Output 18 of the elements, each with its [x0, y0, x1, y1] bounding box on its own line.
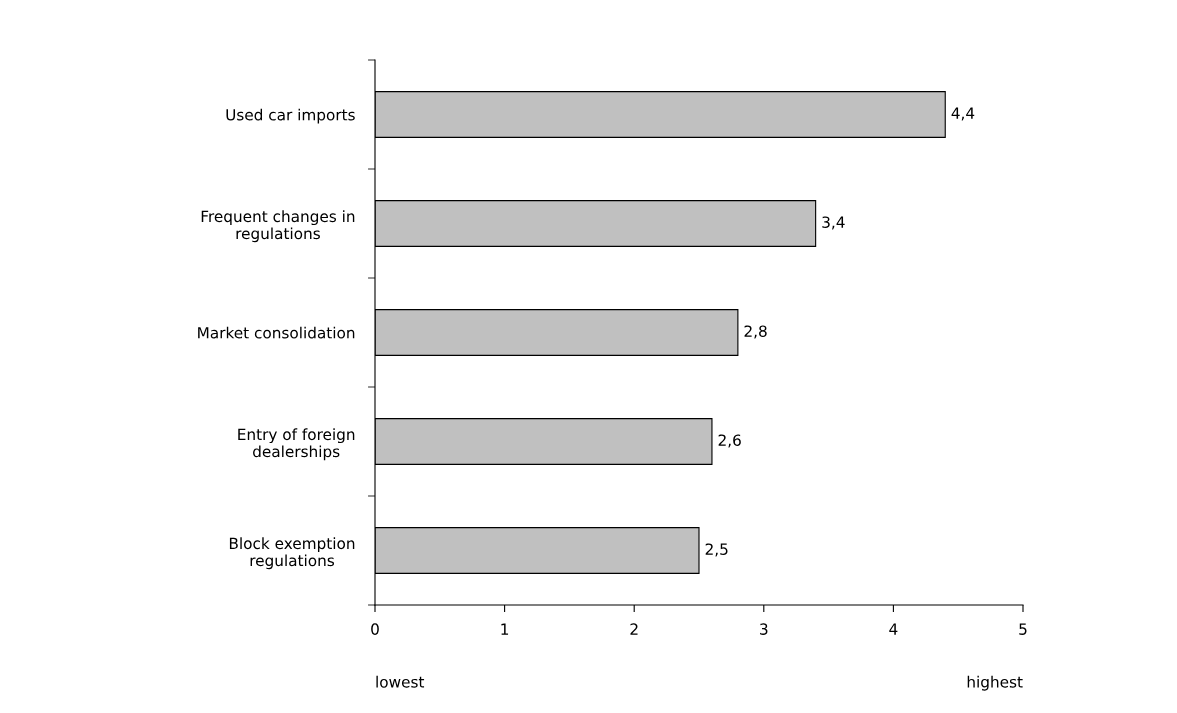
x-tick-label: 5	[1019, 623, 1027, 635]
y-tick-label: Used car imports	[226, 108, 355, 124]
text: highest	[967, 675, 1023, 691]
data-label: 2,5	[705, 543, 728, 557]
x-tick-label: 4	[889, 623, 898, 635]
data-label: 2,6	[718, 434, 741, 448]
x-tick-label: 3	[760, 623, 768, 635]
x-tick-label: 2	[630, 623, 638, 635]
data-label: 4,4	[951, 107, 975, 121]
text: lowest	[376, 675, 425, 688]
data-label: 3,4	[822, 216, 845, 230]
x-tick-label: 0	[371, 623, 379, 635]
x-tick-label: 1	[501, 623, 509, 635]
y-tick-label: Entry of foreign dealerships	[238, 428, 355, 461]
y-tick-label: Market consolidation	[198, 326, 355, 339]
y-tick-label: Frequent changes in regulations	[201, 210, 355, 243]
y-tick-label: Block exemption regulations	[229, 537, 355, 570]
data-label: 2,8	[744, 325, 767, 339]
